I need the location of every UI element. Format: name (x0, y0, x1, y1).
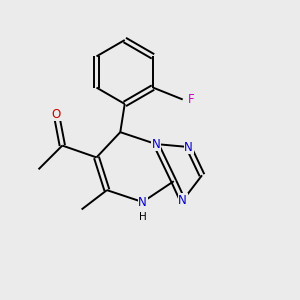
Text: O: O (52, 108, 61, 121)
Text: N: N (138, 196, 147, 208)
Text: H: H (139, 212, 146, 223)
Text: N: N (184, 140, 193, 154)
Text: N: N (152, 138, 160, 151)
Text: N: N (178, 194, 187, 207)
Text: F: F (188, 93, 195, 106)
